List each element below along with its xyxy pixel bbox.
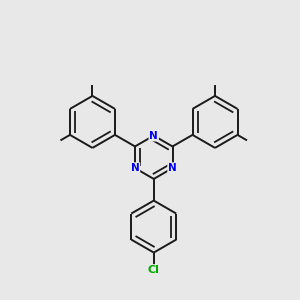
Text: N: N — [130, 163, 140, 173]
Text: Cl: Cl — [148, 265, 160, 275]
Text: N: N — [168, 163, 177, 173]
Text: N: N — [149, 130, 158, 141]
